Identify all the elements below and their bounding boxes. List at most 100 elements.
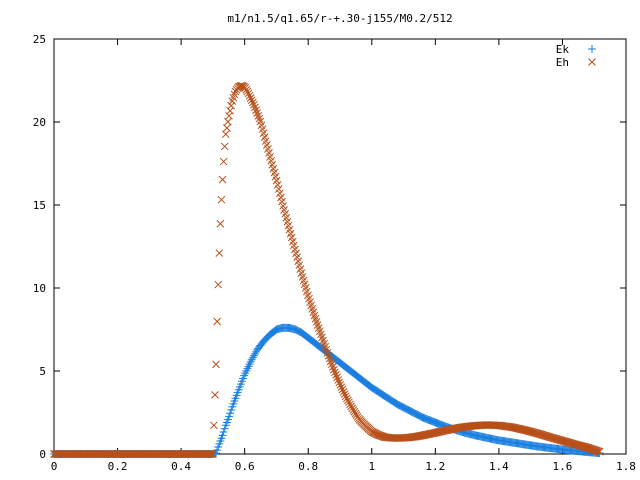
point-eh bbox=[327, 360, 336, 369]
point-ek bbox=[415, 411, 424, 420]
point-ek bbox=[218, 431, 227, 440]
point-eh bbox=[225, 111, 233, 120]
point-eh bbox=[340, 390, 349, 398]
point-eh bbox=[329, 365, 338, 374]
point-eh bbox=[244, 89, 253, 98]
point-eh bbox=[341, 392, 350, 401]
point-ek bbox=[416, 412, 425, 421]
plot-frame bbox=[53, 38, 627, 455]
series-ek bbox=[50, 323, 604, 458]
point-eh bbox=[248, 98, 257, 107]
point-ek bbox=[220, 424, 229, 433]
point-ek bbox=[386, 395, 395, 404]
y-tick-label: 10 bbox=[33, 282, 46, 295]
point-ek bbox=[402, 404, 411, 413]
point-eh bbox=[213, 317, 222, 326]
point-ek bbox=[252, 347, 261, 356]
point-ek bbox=[380, 391, 389, 400]
point-eh bbox=[342, 394, 351, 403]
point-eh bbox=[243, 87, 252, 96]
point-ek bbox=[375, 388, 384, 397]
point-eh bbox=[326, 357, 335, 366]
point-eh bbox=[335, 378, 344, 387]
point-eh bbox=[339, 387, 348, 396]
point-ek bbox=[411, 409, 420, 418]
point-ek bbox=[417, 412, 426, 421]
point-eh bbox=[346, 400, 354, 409]
point-eh bbox=[245, 91, 254, 100]
point-ek bbox=[368, 384, 377, 393]
point-eh bbox=[345, 398, 353, 407]
point-ek bbox=[373, 387, 382, 396]
y-tick-label: 5 bbox=[39, 365, 46, 378]
point-eh bbox=[212, 360, 220, 369]
point-eh bbox=[348, 404, 357, 413]
point-eh bbox=[217, 195, 226, 204]
x-tick-label: 0.4 bbox=[171, 460, 191, 473]
point-eh bbox=[253, 109, 261, 117]
point-ek bbox=[378, 390, 387, 399]
point-eh bbox=[332, 371, 340, 379]
point-ek bbox=[379, 391, 388, 400]
legend-marker bbox=[588, 58, 596, 66]
legend-marker-ek bbox=[588, 45, 596, 53]
point-eh bbox=[347, 402, 355, 411]
point-ek bbox=[384, 394, 393, 403]
x-tick-label: 0 bbox=[51, 460, 58, 473]
x-tick-label: 1.6 bbox=[553, 460, 573, 473]
point-eh bbox=[338, 385, 347, 394]
point-ek bbox=[294, 326, 303, 335]
point-ek bbox=[392, 399, 401, 408]
point-eh bbox=[210, 421, 218, 430]
point-eh bbox=[325, 354, 334, 363]
point-ek bbox=[413, 410, 422, 419]
point-ek bbox=[404, 406, 413, 415]
point-ek bbox=[227, 405, 236, 414]
point-eh bbox=[215, 249, 224, 257]
point-eh bbox=[211, 390, 219, 399]
point-ek bbox=[271, 326, 280, 335]
point-ek bbox=[371, 386, 380, 395]
point-ek bbox=[367, 383, 376, 392]
x-tick-label: 0.6 bbox=[235, 460, 255, 473]
point-ek bbox=[391, 399, 400, 408]
point-eh bbox=[230, 90, 239, 99]
point-ek bbox=[293, 326, 302, 335]
point-eh bbox=[334, 376, 343, 384]
point-ek bbox=[393, 400, 402, 409]
point-ek bbox=[295, 327, 304, 336]
point-ek bbox=[249, 351, 258, 360]
x-tick-label: 0.2 bbox=[108, 460, 128, 473]
point-eh bbox=[595, 447, 604, 456]
point-ek bbox=[296, 328, 305, 337]
point-eh bbox=[331, 368, 339, 377]
point-eh bbox=[323, 349, 332, 357]
point-eh bbox=[328, 363, 337, 371]
point-eh bbox=[219, 157, 228, 166]
point-ek bbox=[247, 355, 256, 364]
point-ek bbox=[414, 411, 423, 420]
legend-marker-eh bbox=[588, 58, 596, 66]
point-eh bbox=[593, 447, 602, 455]
point-ek bbox=[376, 389, 385, 398]
point-ek bbox=[387, 396, 396, 405]
point-ek bbox=[400, 403, 409, 412]
point-ek bbox=[381, 392, 390, 401]
point-ek bbox=[383, 394, 392, 403]
point-eh bbox=[220, 142, 229, 151]
point-ek bbox=[410, 409, 419, 418]
point-ek bbox=[389, 397, 398, 406]
point-eh bbox=[216, 219, 225, 228]
point-ek bbox=[388, 396, 397, 405]
point-ek bbox=[225, 412, 234, 421]
point-eh bbox=[218, 175, 227, 184]
point-eh bbox=[344, 396, 352, 405]
y-tick-label: 20 bbox=[33, 116, 46, 129]
point-ek bbox=[397, 402, 406, 411]
x-tick-label: 1.8 bbox=[616, 460, 636, 473]
legend-label-eh: Eh bbox=[556, 56, 569, 69]
point-ek bbox=[403, 405, 412, 414]
legend-marker bbox=[588, 45, 596, 53]
y-tick-label: 15 bbox=[33, 199, 46, 212]
